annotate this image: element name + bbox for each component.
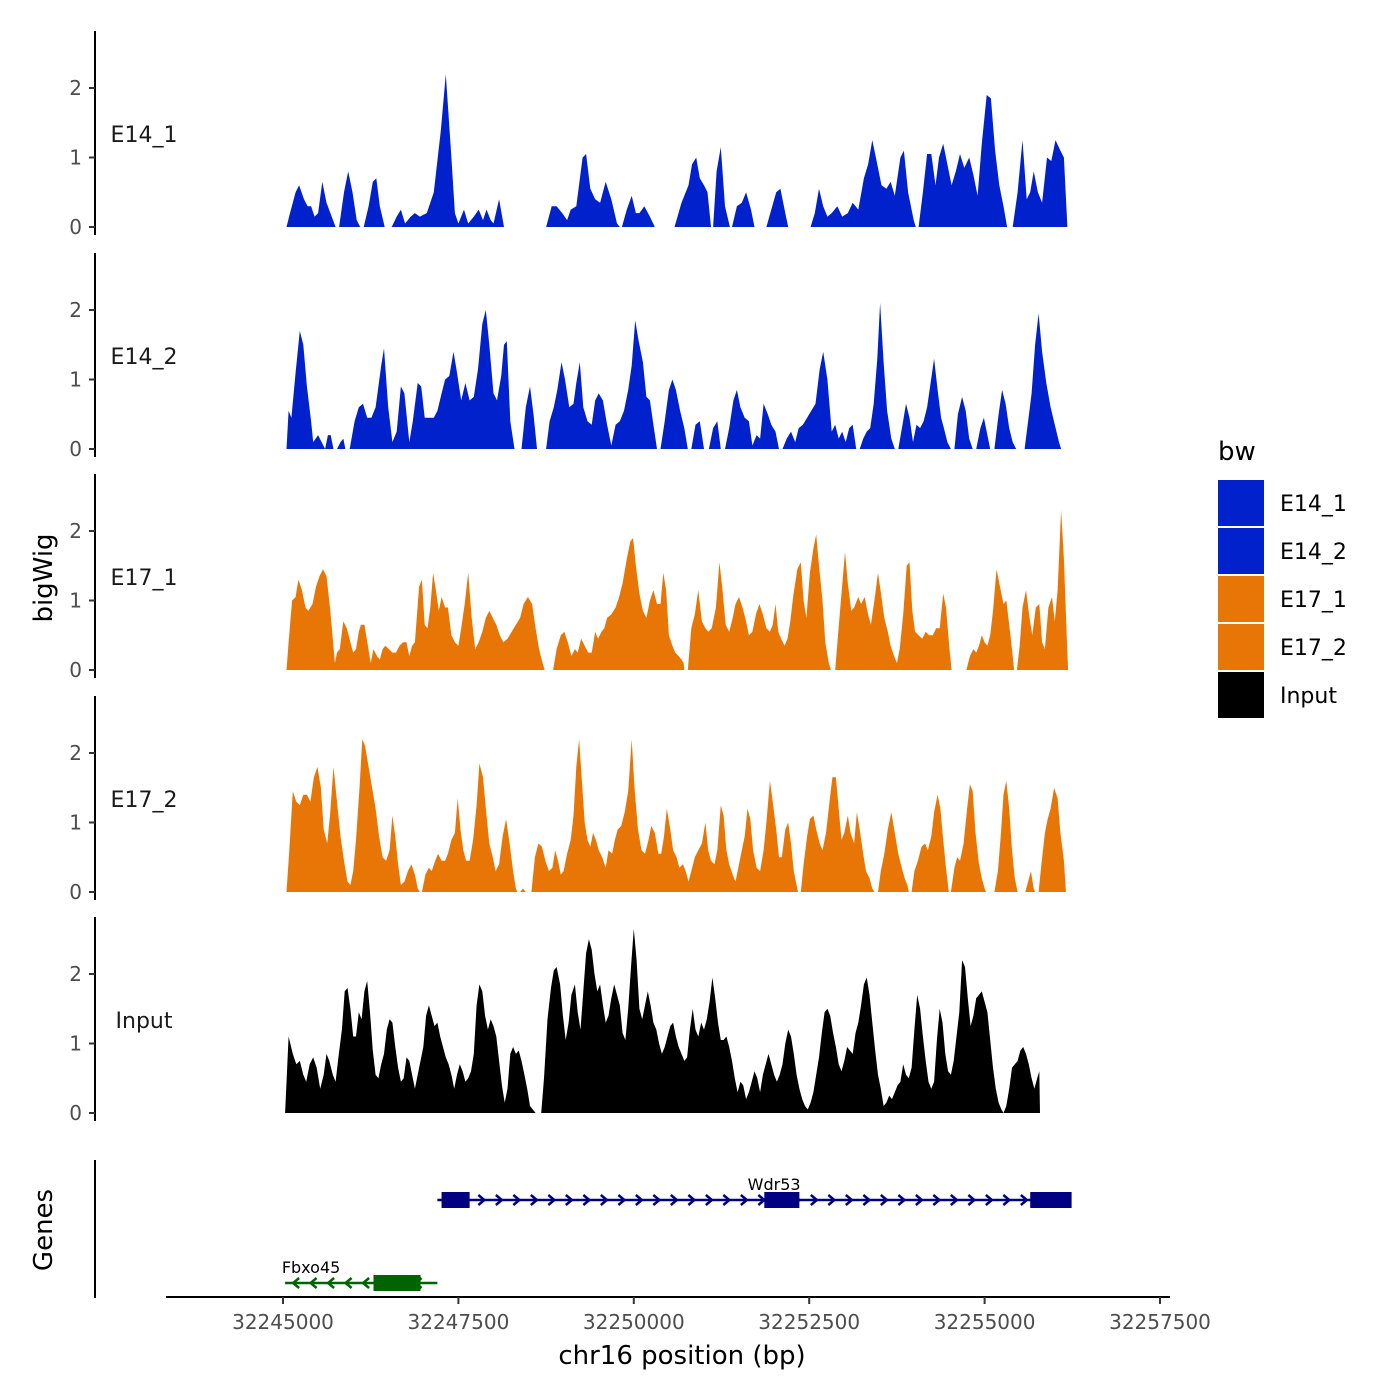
track-E17_1: 0 1 2 E17_1 [69,474,1069,682]
legend-swatch-E17_1 [1218,576,1264,622]
strand-arrow [582,1194,592,1206]
y-tick-label: 0 [69,437,82,461]
legend-label: E14_2 [1280,540,1347,565]
strand-arrow [740,1194,749,1206]
x-tick-label: 32255000 [934,1310,1036,1334]
x-axis: 32245000 32247500 32250000 32252500 32255000… [166,1296,1211,1334]
x-axis-title: chr16 position (bp) [558,1341,805,1371]
y-tick-label: 1 [69,1032,82,1056]
gene-exon [1030,1192,1072,1208]
gene-Wdr53: Wdr53 [437,1175,1072,1208]
y-tick-label: 0 [69,215,82,239]
legend-swatch-E17_2 [1218,624,1264,670]
strand-arrow [326,1277,335,1289]
gene-label: Fbxo45 [282,1258,340,1277]
legend-title: bw [1218,437,1256,467]
legend: bw E14_1 E14_2 E17_1 E17_2 Input [1218,437,1347,718]
track-E14_2: 0 1 2 E14_2 [69,253,1062,461]
strand-arrow [967,1194,977,1206]
legend-swatch-E14_1 [1218,480,1264,526]
y-tick-label: 2 [69,741,82,765]
strand-arrow [291,1277,300,1289]
strand-arrow [880,1194,889,1206]
track-label: E14_2 [111,345,178,370]
gene-Fbxo45: Fbxo45 [282,1258,438,1291]
x-tick-label: 32247500 [408,1310,510,1334]
gene-exon [441,1192,470,1208]
genes-axis-title: Genes [29,1189,59,1271]
track-label: E17_2 [111,788,178,813]
strand-arrow [810,1194,819,1206]
gene-exon [764,1192,800,1208]
legend-swatch-E14_2 [1218,528,1264,574]
strand-arrow [687,1194,697,1206]
strand-arrow [722,1194,732,1206]
strand-arrow [600,1194,609,1206]
coverage-area-E14_2 [286,303,1062,449]
strand-arrow [530,1194,539,1206]
strand-arrow [1002,1194,1012,1206]
strand-arrow [705,1194,714,1206]
strand-arrow [565,1194,574,1206]
legend-label: E14_1 [1280,492,1347,517]
bigwig-tracks: 0 1 2 E14_1 0 1 2 E14_2 0 1 2 E17_1 0 1 2 E17_2 0 1 2 Input [69,31,1069,1125]
y-tick-label: 0 [69,658,82,682]
x-tick-label: 32252500 [758,1310,860,1334]
gene-track: Wdr53 Fbxo45 [94,1160,1072,1298]
y-tick-label: 1 [69,146,82,170]
strand-arrow [635,1194,644,1206]
legend-swatch-Input [1218,672,1264,718]
coverage-area-E17_1 [286,510,1069,670]
y-tick-label: 0 [69,1101,82,1125]
legend-label: Input [1280,684,1337,709]
track-E17_2: 0 1 2 E17_2 [69,696,1066,904]
strand-arrow [308,1277,318,1289]
strand-arrow [343,1277,353,1289]
strand-arrow [495,1194,504,1206]
x-tick-label: 32245000 [232,1310,334,1334]
strand-arrow [670,1194,679,1206]
strand-arrow [985,1194,994,1206]
legend-label: E17_2 [1280,636,1347,661]
y-tick-label: 2 [69,76,82,100]
track-Input: 0 1 2 Input [69,917,1041,1125]
x-tick-label: 32250000 [583,1310,685,1334]
strand-arrow [915,1194,924,1206]
gene-exon [373,1275,421,1291]
legend-label: E17_1 [1280,588,1347,613]
strand-arrow [845,1194,854,1206]
strand-arrow [950,1194,959,1206]
coverage-area-E17_2 [286,739,1066,892]
y-tick-label: 2 [69,298,82,322]
track-label: E17_1 [111,566,178,591]
strand-arrow [652,1194,662,1206]
y-tick-label: 2 [69,962,82,986]
track-E14_1: 0 1 2 E14_1 [69,31,1068,239]
strand-arrow [827,1194,837,1206]
strand-arrow [477,1194,487,1206]
track-label: E14_1 [111,123,178,148]
strand-arrow [932,1194,942,1206]
y-tick-label: 0 [69,880,82,904]
coverage-area-E14_1 [286,74,1068,227]
strand-arrow [361,1277,370,1289]
strand-arrow [512,1194,522,1206]
y-tick-label: 1 [69,589,82,613]
y-axis-title: bigWig [29,533,59,622]
track-label: Input [116,1009,173,1034]
y-tick-label: 1 [69,811,82,835]
strand-arrow [547,1194,557,1206]
y-tick-label: 1 [69,368,82,392]
gene-label: Wdr53 [748,1175,801,1194]
strand-arrow [897,1194,907,1206]
coverage-area-Input [285,928,1041,1113]
y-tick-label: 2 [69,519,82,543]
strand-arrow [1020,1194,1029,1206]
x-tick-label: 32257500 [1109,1310,1211,1334]
strand-arrow [617,1194,627,1206]
strand-arrow [862,1194,872,1206]
